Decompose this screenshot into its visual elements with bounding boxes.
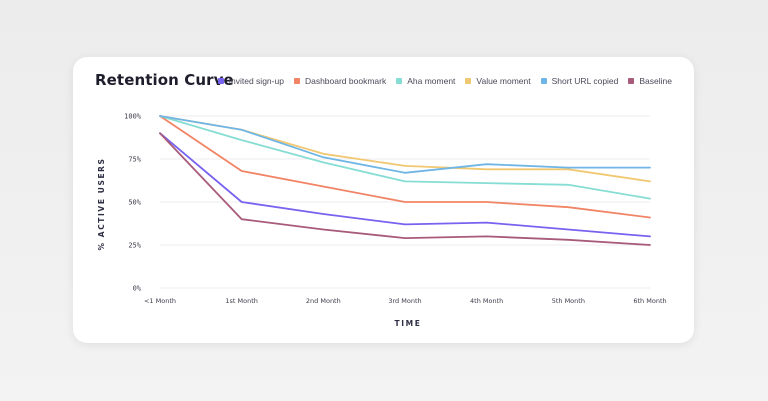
y-tick-label: 100% (124, 113, 142, 121)
legend-swatch (628, 78, 635, 84)
series-line (159, 115, 651, 174)
legend-swatch (396, 78, 403, 84)
legend-item: Invited sign-up (217, 76, 284, 86)
y-tick-label: 75% (128, 156, 141, 164)
legend-swatch (293, 78, 300, 84)
x-tick-label: 1st Month (225, 297, 258, 305)
y-tick-label: 25% (128, 242, 141, 250)
legend-item: Aha moment (396, 76, 455, 86)
series-line (159, 132, 651, 238)
series-line (159, 115, 651, 200)
x-tick-label: <1 Month (144, 297, 176, 305)
legend-label: Short URL copied (551, 76, 619, 86)
series-line (159, 115, 651, 219)
y-tick-label: 50% (128, 199, 141, 207)
x-tick-label: 5th Month (552, 297, 585, 305)
legend-item: Baseline (628, 76, 672, 86)
legend-item: Short URL copied (540, 76, 619, 86)
series-line (159, 115, 651, 183)
x-tick-label: 6th Month (633, 297, 666, 305)
series-line (159, 132, 651, 246)
legend-item: Value moment (465, 76, 531, 86)
x-tick-label: 3rd Month (388, 297, 421, 305)
legend-item: Dashboard bookmark (293, 76, 387, 86)
legend-label: Baseline (639, 76, 672, 86)
legend-label: Invited sign-up (228, 76, 284, 86)
x-tick-label: 2nd Month (306, 297, 341, 305)
legend-label: Dashboard bookmark (304, 76, 387, 86)
chart-legend: Invited sign-up Dashboard bookmark Aha mom… (217, 76, 672, 86)
chart-title: Retention Curve (95, 71, 234, 89)
chart-card: Retention Curve Invited sign-up Dashboard… (73, 57, 694, 343)
y-tick-label: 0% (133, 285, 142, 293)
x-axis-label: TIME (395, 319, 422, 328)
chart-svg: 0% 25% 50% 75% 100% <1 Month 1st Month 2nd Mont… (97, 113, 667, 329)
legend-swatch (465, 78, 472, 84)
legend-swatch (217, 78, 224, 84)
y-axis-label: % ACTIVE USERS (97, 157, 106, 250)
legend-swatch (540, 78, 547, 84)
x-tick-label: 4th Month (470, 297, 503, 305)
legend-label: Value moment (476, 76, 531, 86)
legend-label: Aha moment (407, 76, 456, 86)
